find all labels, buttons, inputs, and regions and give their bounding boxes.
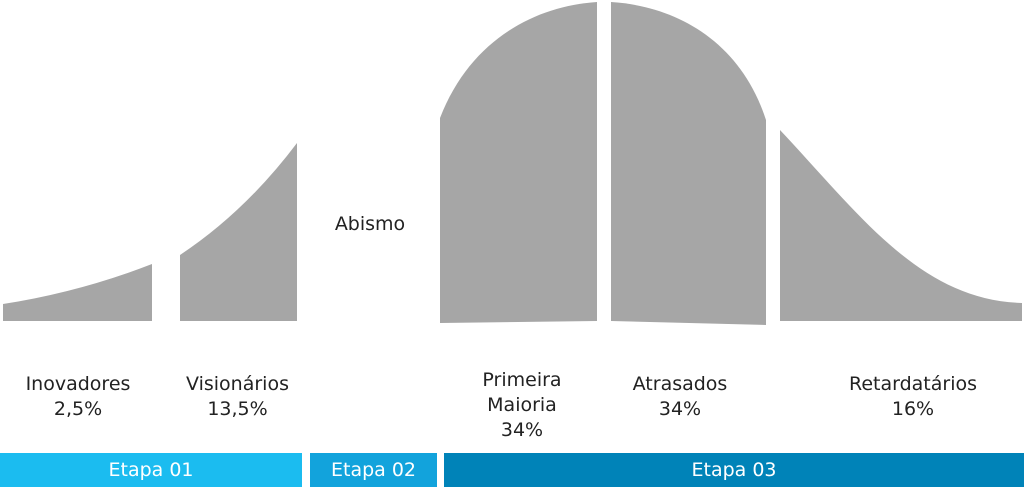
gap-label: Abismo xyxy=(334,213,406,235)
stage-bar: Etapa 01 xyxy=(0,453,302,487)
segment-share: 34% xyxy=(658,398,702,420)
curve-early-adopters xyxy=(180,143,297,321)
segment-label: Retardatários 16% xyxy=(823,372,1003,422)
curve-late-majority xyxy=(611,2,766,325)
curve-laggards xyxy=(780,130,1022,321)
segment-name: Visionários xyxy=(186,373,289,395)
segment-label: Atrasados 34% xyxy=(600,372,760,422)
curve-early-majority xyxy=(440,2,597,323)
segment-share: 2,5% xyxy=(53,398,103,420)
segment-label: Inovadores 2,5% xyxy=(0,372,156,422)
segment-share: 13,5% xyxy=(207,398,268,420)
segment-name: Inovadores xyxy=(25,373,131,395)
segment-name: Primeira Maioria xyxy=(482,369,562,416)
stage-bar: Etapa 03 xyxy=(444,453,1024,487)
segment-share: 16% xyxy=(891,398,935,420)
segment-share: 34% xyxy=(500,419,544,441)
segment-label: Visionários 13,5% xyxy=(160,372,315,422)
curve-innovators xyxy=(3,264,152,321)
segment-label: Primeira Maioria 34% xyxy=(467,368,577,443)
segment-name: Atrasados xyxy=(632,373,728,395)
stage-bar: Etapa 02 xyxy=(310,453,437,487)
segment-name: Retardatários xyxy=(848,373,978,395)
